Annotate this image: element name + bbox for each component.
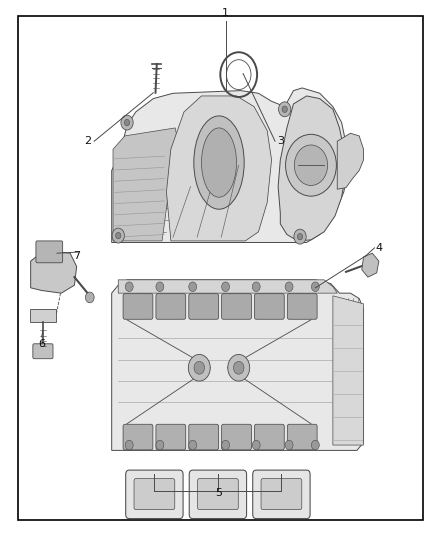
Circle shape bbox=[121, 115, 133, 130]
Circle shape bbox=[233, 361, 244, 374]
FancyBboxPatch shape bbox=[134, 479, 175, 510]
Circle shape bbox=[285, 440, 293, 450]
Circle shape bbox=[189, 282, 197, 292]
Circle shape bbox=[252, 282, 260, 292]
Circle shape bbox=[294, 229, 306, 244]
Circle shape bbox=[297, 233, 303, 240]
FancyBboxPatch shape bbox=[189, 294, 219, 319]
Circle shape bbox=[116, 232, 121, 239]
Text: 2: 2 bbox=[84, 136, 91, 146]
Text: 7: 7 bbox=[73, 251, 80, 261]
Circle shape bbox=[125, 282, 133, 292]
Polygon shape bbox=[30, 309, 56, 322]
Polygon shape bbox=[112, 88, 348, 243]
Circle shape bbox=[294, 145, 328, 185]
Circle shape bbox=[85, 292, 94, 303]
Polygon shape bbox=[333, 296, 364, 445]
Circle shape bbox=[125, 440, 133, 450]
Text: 3: 3 bbox=[277, 136, 284, 146]
FancyBboxPatch shape bbox=[189, 470, 247, 519]
FancyBboxPatch shape bbox=[156, 424, 186, 450]
Text: 4: 4 bbox=[375, 243, 382, 253]
FancyBboxPatch shape bbox=[254, 424, 284, 450]
Polygon shape bbox=[112, 280, 364, 450]
Circle shape bbox=[252, 440, 260, 450]
FancyBboxPatch shape bbox=[287, 294, 317, 319]
Text: 6: 6 bbox=[38, 339, 45, 349]
FancyBboxPatch shape bbox=[222, 424, 251, 450]
Circle shape bbox=[156, 282, 164, 292]
FancyBboxPatch shape bbox=[156, 294, 186, 319]
Text: 1: 1 bbox=[222, 9, 229, 18]
Circle shape bbox=[279, 102, 291, 117]
Polygon shape bbox=[118, 280, 337, 293]
Circle shape bbox=[156, 440, 164, 450]
FancyBboxPatch shape bbox=[222, 294, 251, 319]
FancyBboxPatch shape bbox=[198, 479, 238, 510]
Circle shape bbox=[311, 282, 319, 292]
FancyBboxPatch shape bbox=[253, 470, 310, 519]
Circle shape bbox=[188, 354, 210, 381]
FancyBboxPatch shape bbox=[33, 344, 53, 359]
Polygon shape bbox=[31, 251, 77, 293]
Circle shape bbox=[222, 440, 230, 450]
Polygon shape bbox=[362, 253, 379, 277]
FancyBboxPatch shape bbox=[123, 294, 153, 319]
Circle shape bbox=[222, 282, 230, 292]
Polygon shape bbox=[278, 96, 345, 241]
Ellipse shape bbox=[194, 116, 244, 209]
Circle shape bbox=[228, 354, 250, 381]
Polygon shape bbox=[113, 128, 180, 241]
FancyBboxPatch shape bbox=[261, 479, 302, 510]
Circle shape bbox=[189, 440, 197, 450]
Circle shape bbox=[282, 106, 287, 112]
FancyBboxPatch shape bbox=[36, 241, 63, 263]
Circle shape bbox=[194, 361, 205, 374]
FancyBboxPatch shape bbox=[123, 424, 153, 450]
Circle shape bbox=[112, 228, 124, 243]
FancyBboxPatch shape bbox=[254, 294, 284, 319]
Circle shape bbox=[124, 119, 130, 126]
Ellipse shape bbox=[201, 128, 237, 197]
Text: 5: 5 bbox=[215, 488, 223, 498]
Polygon shape bbox=[166, 96, 272, 241]
FancyBboxPatch shape bbox=[189, 424, 219, 450]
FancyBboxPatch shape bbox=[287, 424, 317, 450]
Polygon shape bbox=[337, 133, 364, 189]
Circle shape bbox=[311, 440, 319, 450]
FancyBboxPatch shape bbox=[126, 470, 183, 519]
Circle shape bbox=[286, 134, 336, 196]
Circle shape bbox=[285, 282, 293, 292]
